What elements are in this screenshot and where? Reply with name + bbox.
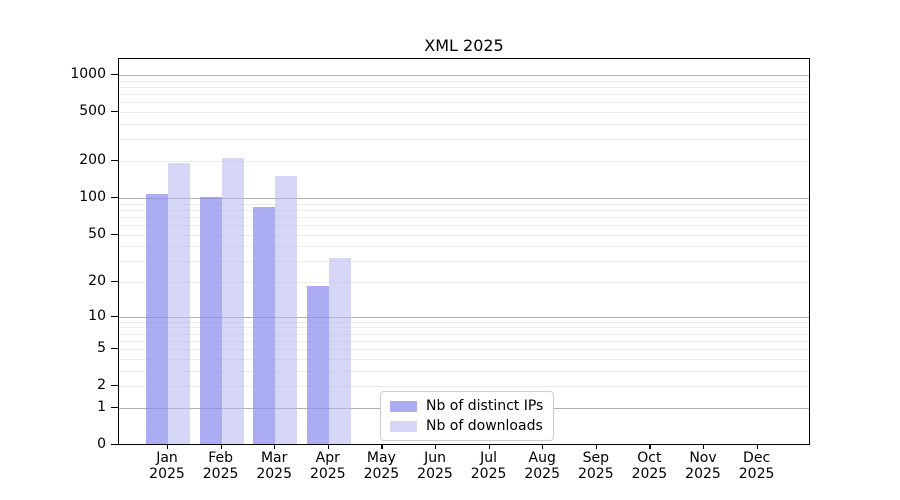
minor-gridline — [119, 333, 809, 335]
minor-gridline — [119, 87, 809, 88]
y-tick-label: 100 — [79, 188, 106, 205]
minor-gridline — [119, 224, 809, 226]
minor-gridline — [119, 203, 809, 205]
x-tick-label: Sep 2025 — [577, 450, 614, 482]
x-tick-mark — [756, 445, 758, 449]
y-tick-mark — [111, 111, 118, 113]
y-tick-label: 5 — [97, 340, 106, 357]
x-tick-label: Aug 2025 — [524, 450, 560, 482]
y-tick-label: 50 — [88, 225, 106, 242]
y-tick-mark — [111, 281, 118, 283]
x-tick-mark — [274, 445, 276, 449]
y-tick-label: 20 — [88, 273, 106, 289]
minor-gridline — [119, 216, 809, 218]
minor-gridline — [119, 102, 809, 104]
y-tick-label: 1000 — [70, 66, 106, 82]
x-tick-label: Jan 2025 — [149, 450, 185, 482]
bar-downloads-mar — [275, 176, 298, 444]
bar-ips-feb — [199, 196, 222, 444]
x-tick-label: Feb 2025 — [202, 450, 239, 482]
y-tick-mark — [111, 196, 118, 199]
y-tick-mark — [111, 348, 118, 350]
legend: Nb of distinct IPs Nb of downloads — [380, 391, 555, 441]
bar-downloads-feb — [221, 158, 244, 444]
minor-gridline — [119, 124, 809, 125]
x-tick-mark — [220, 445, 222, 449]
plot-area — [118, 58, 810, 445]
x-tick-mark — [542, 445, 544, 449]
legend-swatch-downloads — [390, 420, 417, 432]
y-tick-label: 10 — [88, 307, 106, 324]
minor-gridline — [119, 321, 809, 323]
minor-gridline — [119, 112, 809, 114]
bar-downloads-apr — [328, 258, 351, 444]
y-tick-label: 500 — [79, 103, 106, 120]
y-tick-label: 0 — [97, 436, 106, 452]
y-tick-mark — [111, 444, 118, 446]
bars-layer — [119, 59, 809, 444]
minor-gridline — [119, 340, 809, 342]
minor-gridline — [119, 161, 809, 162]
bar-ips-jan — [146, 194, 168, 444]
minor-gridline — [119, 80, 809, 82]
x-tick-label: Nov 2025 — [685, 450, 721, 482]
x-tick-label: Jun 2025 — [417, 450, 453, 482]
minor-gridline — [119, 327, 809, 329]
y-tick-label: 2 — [97, 377, 106, 394]
minor-gridline — [119, 139, 809, 141]
legend-label-distinct-ips: Nb of distinct IPs — [426, 398, 544, 414]
x-tick-label: Mar 2025 — [256, 450, 292, 482]
legend-swatch-distinct-ips — [390, 400, 417, 412]
gridlines-layer — [119, 59, 809, 444]
y-tick-mark — [111, 385, 118, 387]
x-tick-mark — [703, 445, 705, 449]
legend-item-downloads: Nb of downloads — [390, 418, 543, 434]
x-tick-mark — [381, 445, 383, 449]
minor-gridline — [119, 246, 809, 248]
major-gridline — [119, 316, 809, 318]
x-tick-mark — [649, 445, 651, 449]
major-gridline — [119, 75, 809, 76]
minor-gridline — [119, 358, 809, 360]
y-tick-mark — [111, 315, 118, 317]
minor-gridline — [119, 209, 809, 211]
minor-gridline — [119, 282, 809, 283]
minor-gridline — [119, 386, 809, 388]
y-tick-label: 200 — [79, 152, 106, 168]
minor-gridline — [119, 234, 809, 236]
x-tick-label: Dec 2025 — [738, 450, 775, 482]
x-tick-mark — [435, 445, 437, 449]
x-tick-mark — [488, 445, 490, 449]
bar-ips-apr — [306, 286, 329, 444]
y-tick-mark — [111, 233, 118, 235]
x-tick-label: Apr 2025 — [309, 450, 346, 482]
y-tick-mark — [111, 406, 118, 409]
x-tick-mark — [327, 445, 329, 449]
chart-title: XML 2025 — [424, 36, 504, 55]
legend-label-downloads: Nb of downloads — [426, 418, 543, 434]
legend-item-distinct-ips: Nb of distinct IPs — [390, 398, 543, 414]
y-tick-mark — [111, 74, 118, 76]
x-tick-label: May 2025 — [363, 450, 400, 482]
y-tick-label: 1 — [97, 398, 106, 415]
minor-gridline — [119, 261, 809, 263]
x-tick-label: Jul 2025 — [470, 450, 507, 482]
bar-ips-mar — [253, 206, 276, 444]
minor-gridline — [119, 349, 809, 351]
x-tick-mark — [595, 445, 597, 449]
minor-gridline — [119, 94, 809, 96]
major-gridline — [119, 197, 809, 199]
y-tick-mark — [111, 160, 118, 162]
x-tick-label: Oct 2025 — [631, 450, 668, 482]
minor-gridline — [119, 370, 809, 372]
bar-downloads-jan — [168, 162, 190, 444]
x-tick-mark — [167, 445, 169, 449]
